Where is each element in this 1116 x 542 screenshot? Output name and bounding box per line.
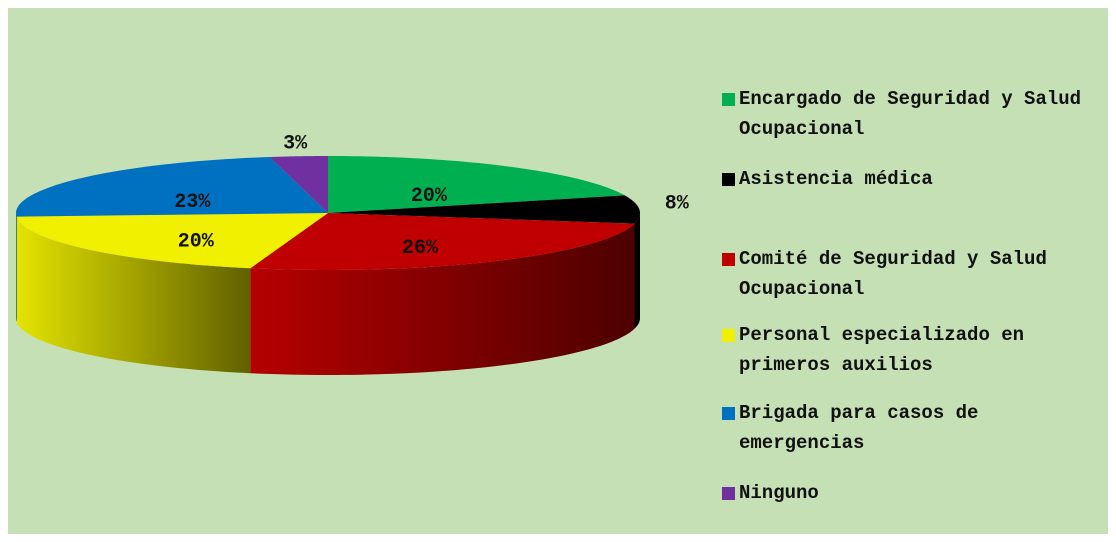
slice xyxy=(328,195,640,224)
legend-swatch xyxy=(722,487,735,500)
legend-label: Brigada para casos de emergencias xyxy=(739,402,979,454)
data-label: 20% xyxy=(411,185,448,208)
legend-swatch xyxy=(722,253,735,266)
slice-side-shade xyxy=(16,216,251,374)
slice-side-shade xyxy=(634,213,640,329)
legend-swatch xyxy=(722,407,735,420)
slice xyxy=(250,213,635,270)
legend-item: Brigada para casos de emergencias xyxy=(722,398,1102,458)
data-label: 23% xyxy=(174,191,211,214)
legend-item: Ninguno xyxy=(722,478,1102,508)
legend-label: Asistencia médica xyxy=(739,168,933,190)
legend-swatch xyxy=(722,93,735,106)
legend-swatch xyxy=(722,173,735,186)
data-label: 8% xyxy=(665,192,690,215)
legend-label: Ninguno xyxy=(739,482,819,504)
legend-item: Asistencia médica xyxy=(722,164,1102,194)
legend-item: Personal especializado en primeros auxil… xyxy=(722,320,1102,380)
slice xyxy=(16,157,329,217)
slice xyxy=(328,156,625,213)
legend-label: Comité de Seguridad y Salud Ocupacional xyxy=(739,248,1047,300)
data-label: 20% xyxy=(178,230,215,253)
legend-label: Encargado de Seguridad y Salud Ocupacion… xyxy=(739,88,1082,140)
data-label: 3% xyxy=(283,133,308,156)
legend-item: Comité de Seguridad y Salud Ocupacional xyxy=(722,244,1102,304)
slice-side-shade xyxy=(16,213,17,322)
slice xyxy=(16,213,328,269)
data-label: 26% xyxy=(402,237,439,260)
legend-swatch xyxy=(722,329,735,342)
legend-label: Personal especializado en primeros auxil… xyxy=(739,324,1025,376)
legend-item: Encargado de Seguridad y Salud Ocupacion… xyxy=(722,84,1102,144)
slice xyxy=(269,156,328,213)
slice-side-shade xyxy=(250,223,635,375)
